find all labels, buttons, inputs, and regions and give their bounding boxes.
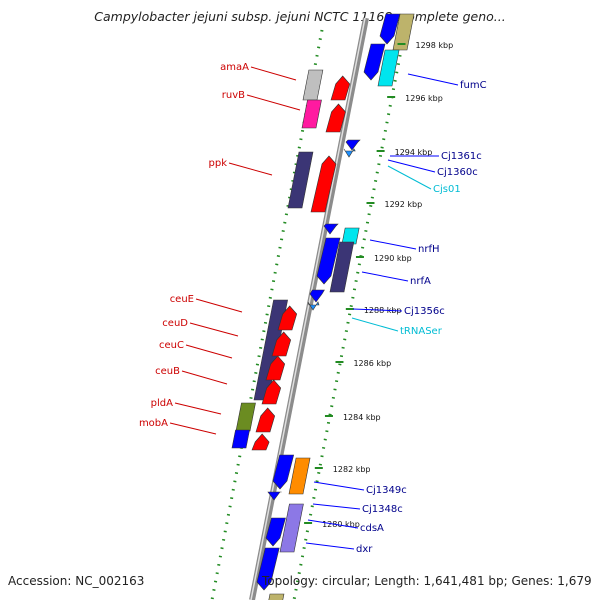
gene-block-nrfH — [341, 227, 360, 245]
gene-block-pldA — [235, 402, 256, 432]
gene-block-dxr — [256, 547, 280, 591]
gene-block-Cjs01 — [343, 148, 356, 158]
gene-block-blue-fumC — [363, 43, 386, 81]
backbone-line — [249, 17, 369, 600]
gene-block-red-6 — [265, 355, 286, 381]
gene-leader-right — [369, 239, 417, 250]
gene-leader-right — [352, 308, 403, 312]
gene-leader-right — [312, 503, 361, 510]
kbp-tick-label: 1284 kbp — [343, 413, 381, 422]
gene-block-lavender — [279, 503, 304, 553]
gene-leader-left — [189, 322, 239, 337]
gene-block-amaA — [302, 69, 324, 101]
gene-label-left: ruvB — [222, 90, 245, 101]
gene-block-ppk — [287, 151, 314, 209]
gene-block-Cj1348c — [267, 491, 282, 501]
gene-block-cyan-fumC — [377, 49, 400, 87]
gene-block-khaki-top — [392, 13, 415, 51]
gene-leader-left — [185, 344, 233, 359]
gene-block-mobA — [231, 429, 250, 449]
gene-label-right: Cj1349c — [366, 485, 407, 496]
gene-label-left: ppk — [209, 158, 228, 169]
gene-label-left: amaA — [220, 62, 249, 73]
gene-label-right: dxr — [356, 544, 373, 555]
gene-block-Cj1361c — [345, 139, 361, 151]
gene-label-right: tRNASer — [400, 326, 443, 337]
gene-leader-right — [305, 542, 355, 550]
gene-leader-right — [307, 519, 359, 529]
gene-block-orange — [288, 457, 311, 495]
gene-label-left: ceuB — [155, 366, 180, 377]
gene-label-right: cdsA — [360, 523, 384, 534]
gene-leader-left — [181, 370, 228, 385]
gene-leader-left — [250, 66, 297, 81]
gene-block-ruvB — [301, 99, 322, 129]
gene-block-red-8 — [255, 407, 276, 433]
kbp-tick-label: 1290 kbp — [374, 254, 412, 263]
gene-block-blue-top — [379, 13, 401, 45]
gene-leader-left — [169, 422, 217, 435]
kbp-tick-label: 1298 kbp — [415, 41, 453, 50]
gene-label-right: Cj1356c — [404, 306, 445, 317]
gene-block-Cj1356c — [309, 289, 325, 303]
gene-leader-right — [361, 271, 409, 282]
gene-label-right: nrfA — [410, 276, 431, 287]
gene-label-left: ceuC — [159, 340, 184, 351]
gene-block-red-2 — [325, 103, 346, 133]
gene-block-red-4 — [277, 305, 298, 331]
gene-block-nrfA — [316, 237, 341, 285]
accession-label: Accession: NC_002163 — [8, 574, 145, 588]
gene-label-right: fumC — [460, 80, 487, 91]
gene-leader-left — [246, 94, 301, 111]
gene-leader-left — [174, 402, 222, 415]
gene-block-cdsA — [265, 517, 286, 547]
gene-block-red-3 — [310, 155, 337, 213]
gene-block-red-5 — [271, 331, 292, 357]
gene-leader-left — [228, 162, 273, 176]
kbp-tick-label: 1286 kbp — [353, 359, 391, 368]
gene-leader-right — [351, 317, 399, 332]
kbp-tick-label: 1294 kbp — [395, 148, 433, 157]
inner-dotted-track — [292, 29, 407, 600]
gene-leader-right — [313, 481, 365, 491]
gene-label-right: Cj1348c — [362, 504, 403, 515]
gene-leader-left — [195, 298, 243, 313]
gene-label-right: Cjs01 — [433, 184, 461, 195]
gene-label-right: Cj1361c — [441, 151, 482, 162]
gene-block-Cj1349c — [272, 454, 295, 490]
gene-leader-right — [407, 73, 459, 86]
gene-leader-right — [387, 159, 436, 173]
gene-label-left: ceuE — [170, 294, 194, 305]
outer-dotted-track — [210, 29, 324, 600]
kbp-tick-label: 1280 kbp — [322, 520, 360, 529]
gene-leader-right — [387, 165, 432, 190]
gene-label-left: pldA — [151, 398, 173, 409]
backbone-highlight — [250, 17, 366, 600]
kbp-tick-label: 1282 kbp — [333, 465, 371, 474]
gene-label-left: ceuD — [162, 318, 188, 329]
gene-block-red-7 — [261, 379, 282, 405]
gene-block-nrfA-2 — [329, 241, 355, 293]
gene-label-right: Cj1360c — [437, 167, 478, 178]
gene-block-red-1 — [330, 75, 351, 101]
gene-label-right: nrfH — [418, 244, 440, 255]
gene-block-red-9 — [251, 433, 270, 451]
gene-block-tRNASer — [307, 301, 320, 311]
gene-label-left: mobA — [139, 418, 168, 429]
topology-label: Topology: circular; Length: 1,641,481 bp… — [262, 574, 592, 588]
kbp-tick-label: 1292 kbp — [384, 200, 422, 209]
gene-block-small — [323, 223, 339, 235]
gene-block-khaki-bottom — [268, 593, 285, 600]
kbp-tick-label: 1296 kbp — [405, 94, 443, 103]
